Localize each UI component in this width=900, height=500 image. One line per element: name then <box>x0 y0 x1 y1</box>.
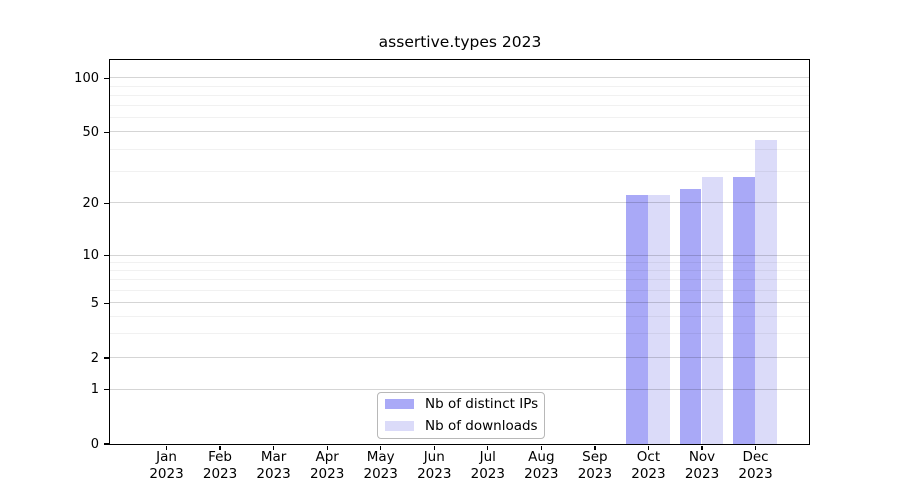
legend-row-downloads: Nb of downloads <box>378 415 544 437</box>
x-tick-label: Oct 2023 <box>631 449 666 482</box>
y-tick-mark <box>104 202 109 204</box>
x-tick-mark <box>326 445 328 450</box>
bar-dec-2023-distinct-ips <box>733 176 756 444</box>
bar-nov-2023-downloads <box>701 176 724 444</box>
y-tick-label: 2 <box>90 350 99 366</box>
y-tick-label: 1 <box>90 382 99 397</box>
plot-area <box>108 59 810 445</box>
y-tick-mark <box>104 302 109 305</box>
x-tick-label: Dec 2023 <box>738 449 773 482</box>
bar-oct-2023-distinct-ips <box>626 195 648 444</box>
bar-nov-2023-distinct-ips <box>679 188 702 444</box>
x-tick-mark <box>540 445 542 450</box>
y-tick-mark <box>104 131 109 134</box>
x-tick-mark <box>272 445 275 450</box>
x-tick-label: Jan 2023 <box>149 449 184 482</box>
x-tick-mark <box>701 445 703 450</box>
bar-dec-2023-downloads <box>755 140 777 444</box>
bars-layer <box>110 60 810 444</box>
x-tick-mark <box>594 445 596 450</box>
x-tick-mark <box>165 445 168 450</box>
x-tick-label: Sep 2023 <box>577 449 613 482</box>
chart-title: assertive.types 2023 <box>378 33 542 51</box>
y-tick-mark <box>104 443 109 445</box>
legend: Nb of distinct IPs Nb of downloads <box>377 391 545 439</box>
legend-swatch-distinct-ips-icon <box>385 399 414 409</box>
y-tick-label: 100 <box>74 70 99 86</box>
x-tick-label: May 2023 <box>363 449 398 482</box>
x-tick-label: Nov 2023 <box>684 449 720 482</box>
y-tick-mark <box>104 254 109 257</box>
y-tick-label: 20 <box>82 195 99 211</box>
y-tick-label: 0 <box>90 436 99 452</box>
x-tick-label: Aug 2023 <box>524 449 559 482</box>
legend-label-downloads: Nb of downloads <box>425 418 538 434</box>
x-tick-label: Jun 2023 <box>417 449 452 482</box>
x-tick-mark <box>219 445 221 450</box>
legend-swatch-downloads-icon <box>385 421 414 431</box>
x-tick-mark <box>754 445 757 450</box>
x-tick-label: Jul 2023 <box>470 449 505 482</box>
legend-label-distinct-ips: Nb of distinct IPs <box>425 396 539 412</box>
x-tick-mark <box>433 445 435 450</box>
bar-oct-2023-downloads <box>647 195 670 444</box>
y-tick-mark <box>104 77 109 80</box>
legend-row-distinct-ips: Nb of distinct IPs <box>378 393 544 415</box>
y-tick-mark <box>104 388 109 391</box>
y-tick-label: 50 <box>82 124 99 140</box>
x-tick-mark <box>487 445 489 450</box>
x-tick-mark <box>380 445 382 450</box>
y-tick-label: 5 <box>90 295 99 311</box>
x-tick-label: Feb 2023 <box>202 449 238 482</box>
x-tick-label: Apr 2023 <box>309 449 345 482</box>
y-tick-label: 10 <box>82 248 99 263</box>
x-tick-mark <box>647 445 650 450</box>
y-tick-mark <box>104 357 109 359</box>
x-tick-label: Mar 2023 <box>256 449 291 482</box>
